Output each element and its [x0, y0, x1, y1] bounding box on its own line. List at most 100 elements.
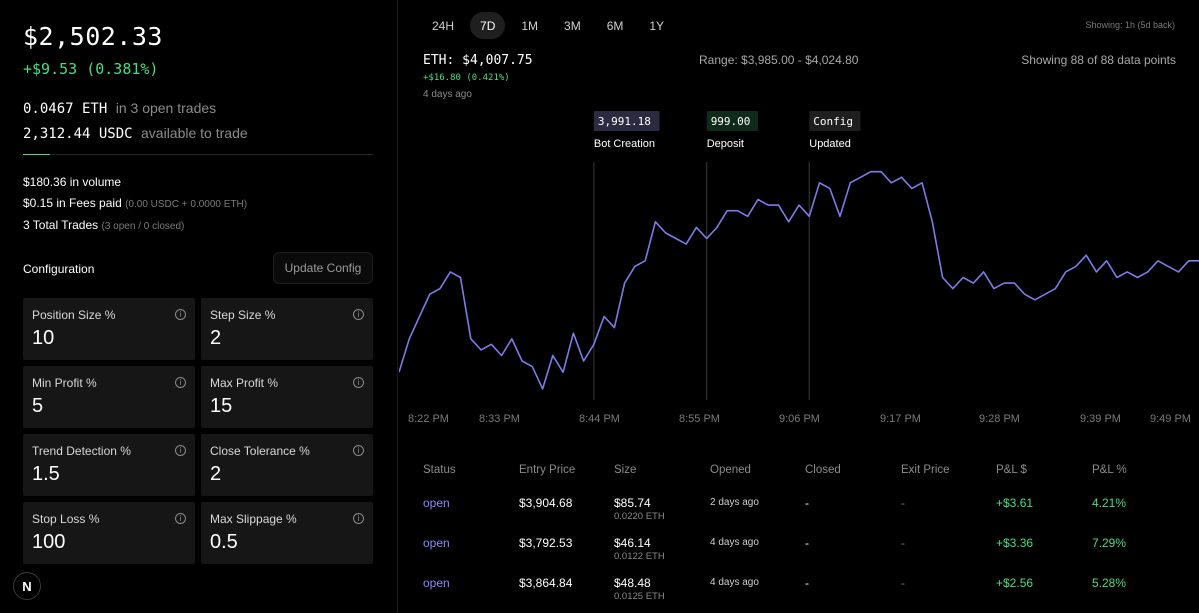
cell-opened: 4 days ago: [710, 537, 759, 548]
balance-value: $2,502.33: [23, 22, 163, 51]
balance-change: +$9.53 (0.381%): [23, 60, 159, 78]
cell-closed: -: [805, 496, 809, 510]
fees-detail: (0.00 USDC + 0.0000 ETH): [125, 199, 248, 210]
tab-6m[interactable]: 6M: [606, 18, 624, 33]
fees-value: $0.15 in Fees paid: [23, 196, 122, 210]
column-header[interactable]: Closed: [805, 464, 841, 476]
event-tag[interactable]: Config: [813, 115, 853, 128]
cell-entry: $3,792.53: [519, 536, 573, 550]
cell-exit: -: [901, 496, 905, 510]
config-card: Max Slippage % i 0.5: [201, 502, 373, 564]
column-header[interactable]: Status: [423, 464, 456, 476]
config-card: Step Size % i 2: [201, 298, 373, 360]
column-header[interactable]: P&L %: [1092, 464, 1127, 476]
app-logo[interactable]: N: [13, 572, 41, 600]
eth-change: +$16.80 (0.421%): [423, 73, 510, 83]
x-tick-label: 8:44 PM: [579, 413, 620, 425]
usdc-holdings: 2,312.44 USDC available to trade: [23, 125, 248, 142]
column-header[interactable]: P&L $: [996, 464, 1027, 476]
event-tag[interactable]: 3,991.18: [598, 115, 651, 128]
eth-price: ETH: $4,007.75: [423, 53, 533, 68]
x-tick-label: 9:49 PM: [1150, 413, 1191, 425]
config-label: Position Size %: [32, 308, 116, 322]
x-tick-label: 8:22 PM: [408, 413, 449, 425]
x-tick-label: 9:39 PM: [1080, 413, 1121, 425]
event-tag-bg: [593, 111, 660, 131]
event-tag-bg: [809, 111, 861, 131]
tab-3m[interactable]: 3M: [564, 18, 581, 33]
trades-detail: (3 open / 0 closed): [101, 221, 185, 232]
tab-1m[interactable]: 1M: [521, 18, 539, 33]
cell-status[interactable]: open: [423, 536, 450, 550]
tab-7d[interactable]: 7D: [470, 12, 506, 39]
column-header[interactable]: Exit Price: [901, 464, 950, 476]
info-icon[interactable]: i: [175, 377, 186, 388]
column-header[interactable]: Entry Price: [519, 464, 576, 476]
config-label: Close Tolerance %: [210, 444, 310, 458]
cell-opened: 4 days ago: [710, 577, 759, 588]
cell-size: $48.48: [614, 576, 651, 590]
event-tag[interactable]: 999.00: [711, 115, 751, 128]
cell-size-eth: 0.0220 ETH: [614, 511, 665, 522]
config-value: 2: [210, 327, 222, 349]
column-header[interactable]: Size: [614, 464, 637, 476]
info-icon[interactable]: i: [353, 377, 364, 388]
tab-1y[interactable]: 1Y: [649, 18, 665, 33]
config-card: Max Profit % i 15: [201, 366, 373, 428]
x-tick-label: 9:17 PM: [880, 413, 921, 425]
cell-pnl-pct: 7.29%: [1092, 536, 1127, 550]
timeframe-tabs: 24H 7D 1M 3M 6M 1Y: [422, 12, 680, 39]
info-icon[interactable]: i: [175, 309, 186, 320]
config-card: Position Size % i 10: [23, 298, 195, 360]
cell-exit: -: [901, 536, 905, 550]
cell-pnl: +$3.61: [996, 496, 1034, 510]
trades-value: 3 Total Trades: [23, 218, 99, 232]
config-label: Trend Detection %: [32, 444, 131, 458]
config-label: Stop Loss %: [32, 512, 100, 526]
cell-pnl-pct: 4.21%: [1092, 496, 1127, 510]
cell-exit: -: [901, 576, 905, 590]
info-icon[interactable]: i: [175, 445, 186, 456]
eth-holdings: 0.0467 ETH in 3 open trades: [23, 100, 216, 117]
config-value: 0.5: [210, 531, 238, 553]
cell-status[interactable]: open: [423, 576, 450, 590]
cell-opened: 2 days ago: [710, 497, 759, 508]
divider: [23, 154, 373, 155]
cell-status[interactable]: open: [423, 496, 450, 510]
cell-entry: $3,864.84: [519, 576, 573, 590]
tab-24h[interactable]: 24H: [432, 18, 455, 33]
config-label: Max Slippage %: [210, 512, 297, 526]
info-icon[interactable]: i: [353, 513, 364, 524]
cell-entry: $3,904.68: [519, 496, 573, 510]
config-value: 15: [210, 395, 233, 417]
volume-stat: $180.36 in volume: [23, 175, 122, 189]
price-chart[interactable]: 3,991.18 Bot Creation 999.00 Deposit Config U…: [399, 100, 1199, 430]
update-config-button[interactable]: Update Config: [273, 252, 373, 284]
config-value: 100: [32, 531, 66, 553]
info-icon[interactable]: i: [175, 513, 186, 524]
x-tick-label: 8:55 PM: [679, 413, 720, 425]
info-icon[interactable]: i: [353, 445, 364, 456]
event-label: Deposit: [707, 138, 744, 150]
eth-amount: 0.0467 ETH: [23, 101, 108, 117]
chart-panel: 24H 7D 1M 3M 6M 1Y Showing: 1h (5d back) ETH:…: [399, 0, 1199, 613]
data-points-count: Showing 88 of 88 data points: [1021, 53, 1176, 67]
divider-accent: [23, 154, 50, 155]
cell-pnl-pct: 5.28%: [1092, 576, 1127, 590]
fees-stat: $0.15 in Fees paid (0.00 USDC + 0.0000 E…: [23, 196, 247, 210]
cell-size-eth: 0.0125 ETH: [614, 591, 665, 602]
event-label: Updated: [809, 138, 851, 150]
config-card: Stop Loss % i 100: [23, 502, 195, 564]
price-range: Range: $3,985.00 - $4,024.80: [699, 53, 859, 67]
config-value: 1.5: [32, 463, 60, 485]
column-header[interactable]: Opened: [710, 464, 751, 476]
info-icon[interactable]: i: [353, 309, 364, 320]
event-label: Bot Creation: [594, 138, 655, 150]
cell-closed: -: [805, 536, 809, 550]
x-tick-label: 8:33 PM: [479, 413, 520, 425]
configuration-title: Configuration: [23, 262, 95, 276]
price-line[interactable]: [399, 170, 1199, 390]
config-label: Max Profit %: [210, 376, 279, 390]
cell-size-eth: 0.0122 ETH: [614, 551, 665, 562]
cell-size: $46.14: [614, 536, 651, 550]
